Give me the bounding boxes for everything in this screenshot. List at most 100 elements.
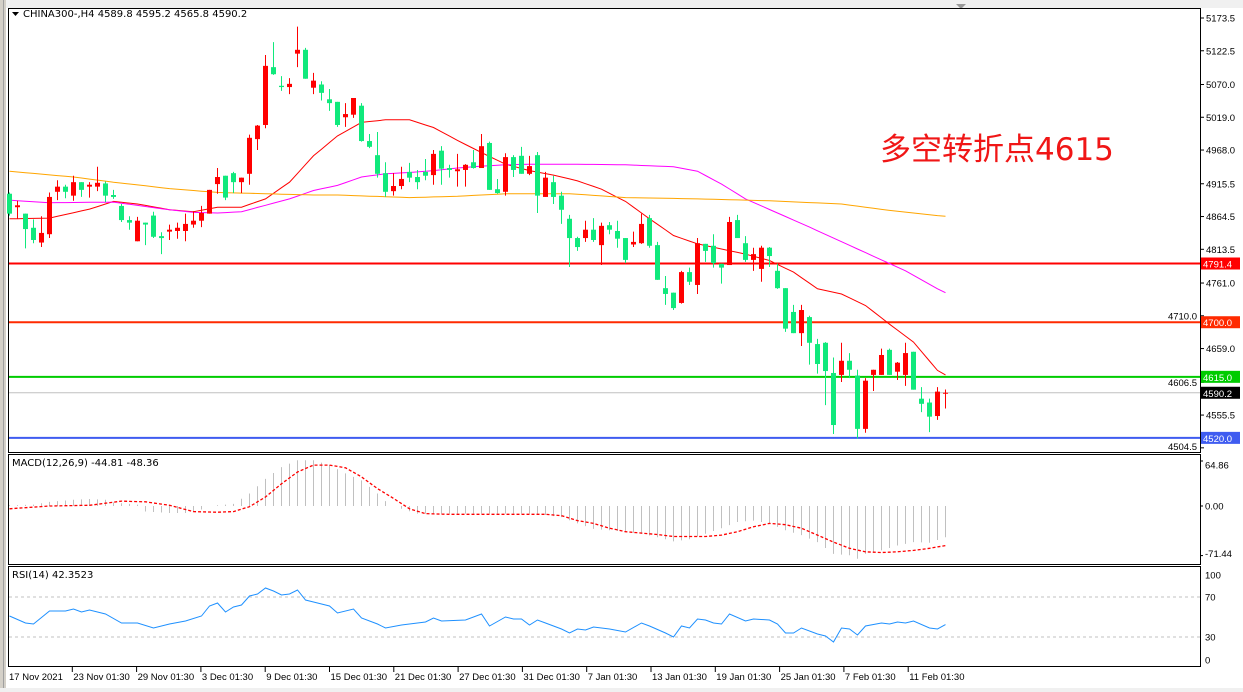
y-axis-tick-label: 4968.0 bbox=[1206, 146, 1235, 157]
candle bbox=[791, 304, 796, 334]
level-price-tag: 4791.4 bbox=[1203, 259, 1232, 270]
candle bbox=[503, 153, 508, 196]
candle-body bbox=[791, 311, 796, 334]
candle-body bbox=[311, 80, 316, 88]
candle bbox=[327, 88, 332, 111]
candle bbox=[335, 101, 340, 127]
candle bbox=[511, 155, 516, 178]
scroll-arrow-icon[interactable] bbox=[956, 4, 966, 9]
candle-body bbox=[863, 380, 868, 429]
candle-body bbox=[927, 402, 932, 417]
candle bbox=[711, 234, 716, 268]
candle bbox=[527, 155, 532, 176]
level-price-tag: 4520.0 bbox=[1203, 434, 1232, 445]
candle bbox=[927, 398, 932, 433]
main-price-pane[interactable] bbox=[8, 8, 1201, 453]
candle bbox=[231, 171, 236, 194]
time-axis-label: 25 Jan 01:30 bbox=[781, 672, 836, 683]
candle bbox=[647, 214, 652, 248]
candle bbox=[903, 342, 908, 386]
candle-body bbox=[47, 196, 52, 235]
candle bbox=[167, 224, 172, 240]
candle-body bbox=[615, 230, 620, 239]
candle bbox=[639, 213, 644, 244]
candle-body bbox=[807, 317, 812, 343]
candle-body bbox=[943, 392, 948, 394]
candle-body bbox=[127, 220, 132, 223]
candle-body bbox=[407, 171, 412, 178]
candle bbox=[767, 247, 772, 267]
candle-body bbox=[919, 398, 924, 404]
y-axis-tick-label: 4915.5 bbox=[1206, 179, 1235, 190]
candle-body bbox=[495, 189, 500, 194]
moving-average-line-2 bbox=[9, 170, 946, 217]
candle bbox=[815, 338, 820, 374]
candle bbox=[871, 369, 876, 391]
candle bbox=[727, 216, 732, 266]
candle-body bbox=[119, 205, 124, 221]
time-axis-label: 27 Dec 01:30 bbox=[459, 672, 516, 683]
candle-body bbox=[351, 97, 356, 115]
candle-body bbox=[551, 182, 556, 197]
candle bbox=[55, 180, 60, 201]
candle bbox=[623, 238, 628, 264]
candle-body bbox=[143, 222, 148, 225]
candle bbox=[671, 292, 676, 311]
collapse-triangle-icon[interactable] bbox=[12, 12, 19, 16]
candle-body bbox=[167, 229, 172, 232]
candle bbox=[663, 275, 668, 305]
candle-body bbox=[263, 65, 268, 125]
macd-pane[interactable] bbox=[8, 454, 1201, 565]
symbol-header: CHINA300-,H4 4589.8 4595.2 4565.8 4590.2 bbox=[23, 9, 247, 20]
candle bbox=[223, 175, 228, 201]
candle-body bbox=[839, 360, 844, 375]
candle bbox=[351, 97, 356, 118]
candle bbox=[631, 231, 636, 248]
rsi-pane[interactable] bbox=[8, 566, 1201, 667]
candle-body bbox=[15, 205, 20, 208]
candle-body bbox=[559, 195, 564, 210]
time-axis-label: 31 Dec 01:30 bbox=[523, 672, 580, 683]
candle-body bbox=[303, 49, 308, 79]
candle bbox=[343, 103, 348, 127]
time-axis-label: 23 Nov 01:30 bbox=[73, 672, 130, 683]
candle-body bbox=[159, 236, 164, 239]
candle-body bbox=[895, 362, 900, 372]
candle-body bbox=[815, 344, 820, 364]
candle-body bbox=[631, 241, 636, 245]
candle bbox=[207, 189, 212, 214]
candle-body bbox=[391, 186, 396, 192]
candle bbox=[119, 204, 124, 222]
candle-body bbox=[703, 243, 708, 251]
macd-plot bbox=[9, 460, 946, 559]
candle-body bbox=[463, 164, 468, 170]
time-axis-label: 7 Jan 01:30 bbox=[588, 672, 638, 683]
candle-body bbox=[23, 213, 28, 230]
candle bbox=[743, 236, 748, 262]
candle bbox=[39, 216, 44, 248]
candle bbox=[399, 166, 404, 190]
candle bbox=[367, 133, 372, 149]
candle-body bbox=[31, 227, 36, 240]
candle-body bbox=[359, 105, 364, 142]
candle-body bbox=[135, 220, 140, 242]
candle-body bbox=[783, 288, 788, 329]
candle-body bbox=[903, 353, 908, 375]
y-axis-tick-label: 5122.5 bbox=[1206, 46, 1235, 57]
candle bbox=[783, 288, 788, 332]
candle-body bbox=[743, 243, 748, 260]
candle bbox=[375, 132, 380, 178]
candle bbox=[263, 54, 268, 129]
candle bbox=[183, 213, 188, 242]
candle bbox=[47, 192, 52, 239]
candle-body bbox=[151, 215, 156, 237]
candle bbox=[71, 175, 76, 201]
candle bbox=[655, 241, 660, 280]
macd-signal-line bbox=[9, 464, 946, 554]
candle bbox=[31, 219, 36, 244]
candle-body bbox=[279, 85, 284, 88]
candle-body bbox=[639, 223, 644, 244]
candle bbox=[487, 141, 492, 190]
candle-body bbox=[215, 177, 220, 185]
